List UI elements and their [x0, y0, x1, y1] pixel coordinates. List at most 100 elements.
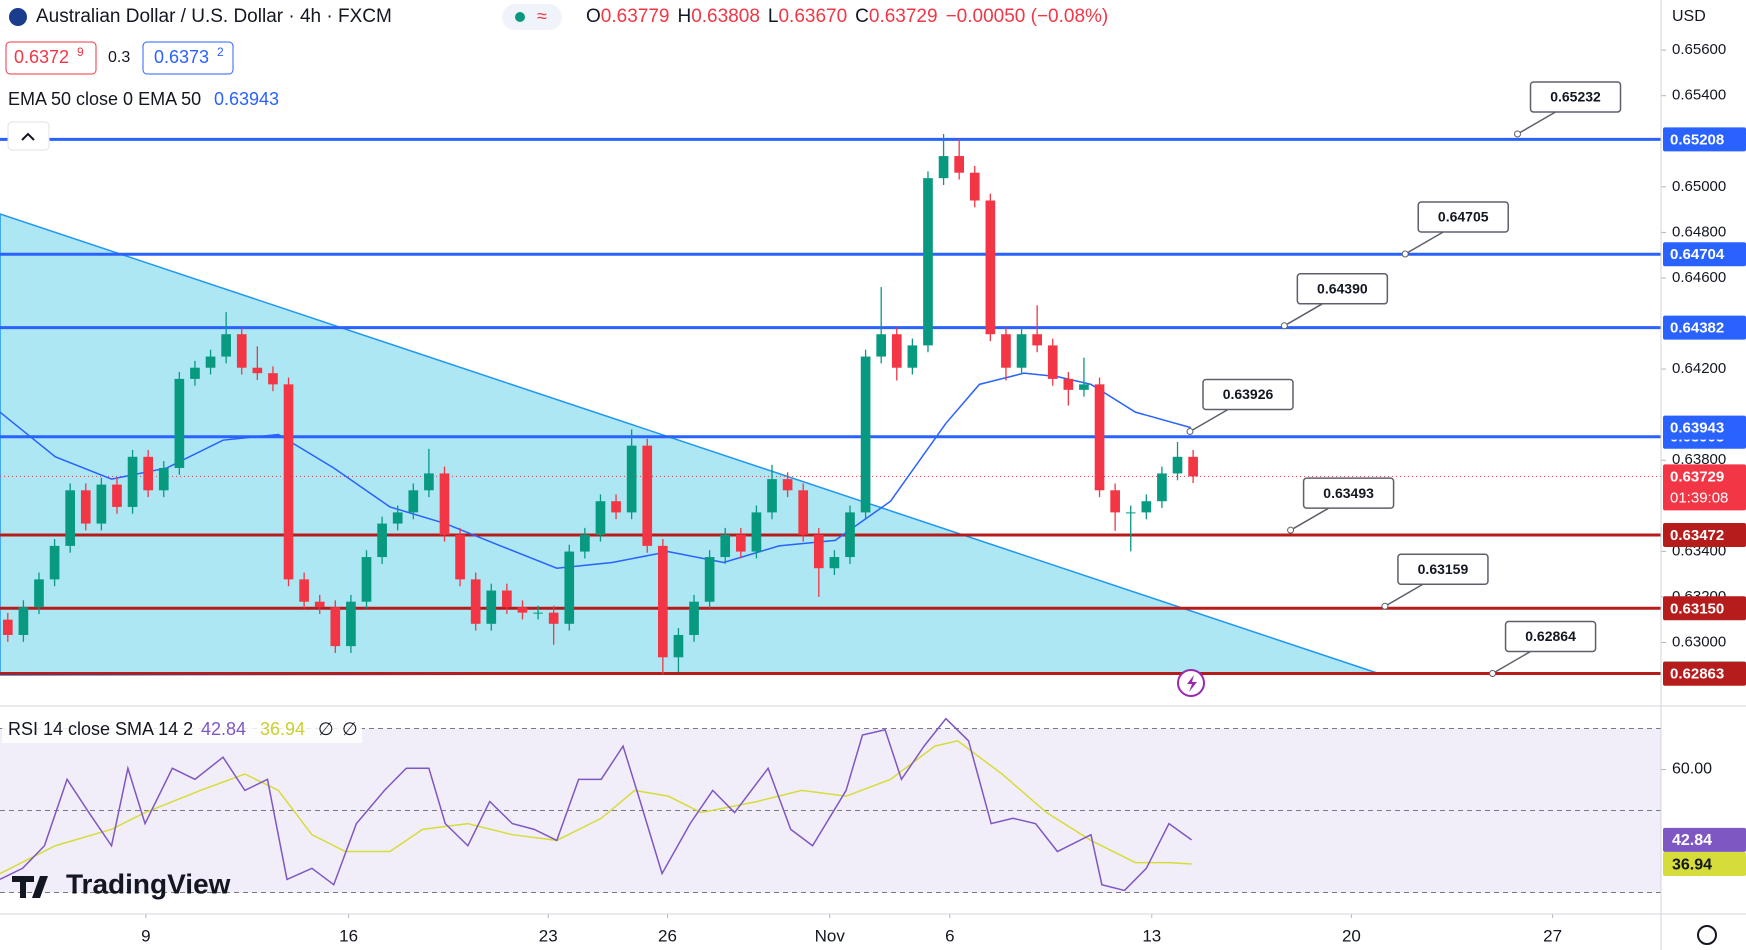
- callout-label: 0.63159: [1418, 561, 1469, 577]
- rsi-legend-extra: ∅: [342, 719, 358, 739]
- ohlc-values: O0.63779 H0.63808 L0.63670 C0.63729 −0.00050…: [586, 6, 1108, 27]
- candle-body: [221, 334, 231, 357]
- candle-body: [299, 579, 309, 602]
- currency[interactable]: USD: [1672, 8, 1706, 25]
- rsi-legend-bg: [2, 715, 362, 743]
- callout-anchor: [1514, 130, 1522, 138]
- candle-body: [96, 484, 107, 524]
- candle-body: [455, 534, 465, 580]
- callout-leader: [1517, 111, 1556, 135]
- x-tick-label: 6: [945, 926, 954, 945]
- callout-anchor: [1401, 250, 1409, 258]
- rsi-value-label-bg: [1663, 852, 1746, 877]
- candle-body: [938, 156, 949, 179]
- buy-button[interactable]: [142, 41, 234, 75]
- y-tick-label: 0.63000: [1672, 633, 1726, 650]
- candle-body: [65, 490, 76, 546]
- last-price-label-bg: [1663, 464, 1746, 511]
- spread: 0.3: [108, 49, 130, 66]
- candle-body: [268, 373, 278, 385]
- candle-body: [673, 634, 684, 658]
- candle-body: [533, 612, 543, 614]
- y-tick-label: 0.64600: [1672, 269, 1726, 286]
- x-tick-label: 16: [339, 926, 358, 945]
- hline-price-label: 0.63150: [1670, 600, 1724, 617]
- callout-leader: [1384, 583, 1424, 607]
- rsi-line: [0, 717, 1192, 892]
- candle-body: [158, 467, 169, 491]
- candle-body: [314, 601, 325, 608]
- candle-body: [751, 512, 762, 552]
- ohlc-key: H: [677, 6, 691, 27]
- x-tick-label: 23: [539, 926, 558, 945]
- ohlc-change: −0.00050 (−0.08%): [946, 6, 1109, 27]
- ohlc-value: 0.63729: [869, 6, 938, 27]
- callout-leader: [1189, 408, 1229, 433]
- candle-body: [1141, 501, 1152, 513]
- hline-price-label: 0.63472: [1670, 527, 1724, 544]
- candle-body: [502, 590, 512, 608]
- candle-body: [1001, 334, 1011, 368]
- y-tick-label: 0.64800: [1672, 223, 1726, 240]
- collapse-button[interactable]: [7, 121, 50, 151]
- market-toggle[interactable]: [502, 4, 562, 30]
- rsi-legend-sma: 36.94: [260, 719, 305, 739]
- candle-body: [548, 612, 559, 624]
- collapse-icon: [21, 132, 35, 141]
- ohlc-value: 0.63808: [691, 6, 760, 27]
- hline-price-label: 0.64382: [1670, 320, 1724, 337]
- callout-leader: [1404, 231, 1444, 255]
- candle-body: [782, 479, 793, 491]
- candle-body: [330, 607, 341, 647]
- ohlc-key: C: [855, 6, 869, 27]
- y-tick-label: 0.64200: [1672, 360, 1726, 377]
- ohlc-value: 0.63779: [601, 6, 670, 27]
- sell-price-fraction: 9: [77, 45, 84, 59]
- candle-body: [564, 551, 575, 624]
- candle-body: [486, 590, 497, 624]
- candle-body: [80, 490, 91, 524]
- buy-price: 0.6373: [154, 47, 209, 67]
- candle-body: [470, 579, 481, 624]
- callout-box: [1296, 273, 1389, 305]
- callout-box: [1302, 477, 1395, 509]
- alert-bolt: [1187, 675, 1197, 692]
- callout-label: 0.64390: [1317, 281, 1368, 297]
- rsi-legend-extra: ∅: [318, 719, 334, 739]
- settings-icon[interactable]: [1697, 925, 1717, 945]
- callout-leader: [1283, 303, 1323, 327]
- candle-body: [876, 334, 887, 357]
- sell-price: 0.6372: [14, 47, 69, 67]
- sell-button[interactable]: [5, 41, 97, 75]
- callout-box: [1504, 620, 1597, 653]
- callout-anchor: [1489, 669, 1497, 677]
- candle-body: [408, 490, 419, 513]
- x-tick-label: 20: [1342, 926, 1361, 945]
- candle-body: [392, 512, 403, 524]
- rsi-value-label: 36.94: [1672, 856, 1712, 873]
- candle-body: [283, 384, 294, 580]
- price-label-bg: [1663, 661, 1746, 686]
- brand-name: TradingView: [66, 868, 231, 899]
- candle-body: [174, 378, 185, 468]
- rsi-legend-value: 42.84: [201, 719, 246, 739]
- candle-body: [361, 557, 372, 602]
- candle-body: [969, 172, 980, 201]
- price-pane: 0.65232 0.64705 0.64390 0.63926 0.63493 0.631…: [0, 81, 1661, 677]
- candle-body: [346, 601, 356, 647]
- candle-body: [252, 367, 263, 374]
- hline-price-label-bg: [1663, 127, 1746, 152]
- ohlc-value: 0.63670: [778, 6, 847, 27]
- candle-body: [34, 579, 44, 608]
- rsi-y-tick-label: 60.00: [1672, 761, 1712, 778]
- rsi-value-label: 42.84: [1672, 832, 1712, 849]
- market-icon: ≈: [537, 6, 547, 26]
- overlay: 0.65600 0.65400 0.65000 0.64800 0.64600 0.642…: [141, 41, 1746, 945]
- candle-body: [143, 456, 153, 491]
- callout-label: 0.63926: [1223, 386, 1274, 402]
- callout-anchor: [1186, 428, 1194, 436]
- ema-legend: EMA 50 close 0 EMA 50: [8, 89, 201, 109]
- candle-body: [626, 445, 637, 513]
- candle-body: [1110, 490, 1120, 513]
- x-tick-label: 13: [1142, 926, 1161, 945]
